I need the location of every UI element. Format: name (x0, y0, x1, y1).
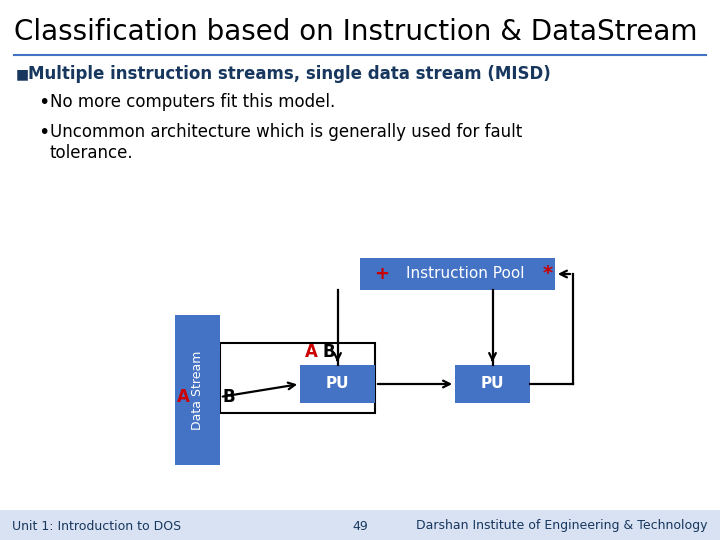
Bar (0, 510, 720, 540)
Bar (360, 258, 555, 290)
Text: B: B (322, 343, 335, 361)
Text: Classification based on Instruction & DataStream: Classification based on Instruction & Da… (14, 18, 698, 46)
Text: •: • (38, 92, 50, 111)
Text: Data Stream: Data Stream (191, 350, 204, 430)
Text: tolerance.: tolerance. (50, 144, 134, 162)
Text: 49: 49 (352, 519, 368, 532)
Text: PU: PU (481, 376, 504, 392)
Text: +: + (374, 265, 389, 283)
Text: ■: ■ (16, 67, 29, 81)
Text: Multiple instruction streams, single data stream (MISD): Multiple instruction streams, single dat… (28, 65, 551, 83)
Bar (220, 343, 375, 413)
Text: Uncommon architecture which is generally used for fault: Uncommon architecture which is generally… (50, 123, 522, 141)
Text: Instruction Pool: Instruction Pool (406, 267, 525, 281)
Text: A: A (305, 343, 318, 361)
Text: Unit 1: Introduction to DOS: Unit 1: Introduction to DOS (12, 519, 181, 532)
Bar (175, 315, 220, 465)
Text: •: • (38, 123, 50, 141)
Bar (300, 365, 375, 403)
Text: No more computers fit this model.: No more computers fit this model. (50, 93, 336, 111)
Text: *: * (543, 265, 553, 284)
Text: A: A (177, 388, 190, 406)
Text: PU: PU (325, 376, 349, 392)
Text: B: B (222, 388, 235, 406)
Text: Darshan Institute of Engineering & Technology: Darshan Institute of Engineering & Techn… (416, 519, 708, 532)
Bar (455, 365, 530, 403)
